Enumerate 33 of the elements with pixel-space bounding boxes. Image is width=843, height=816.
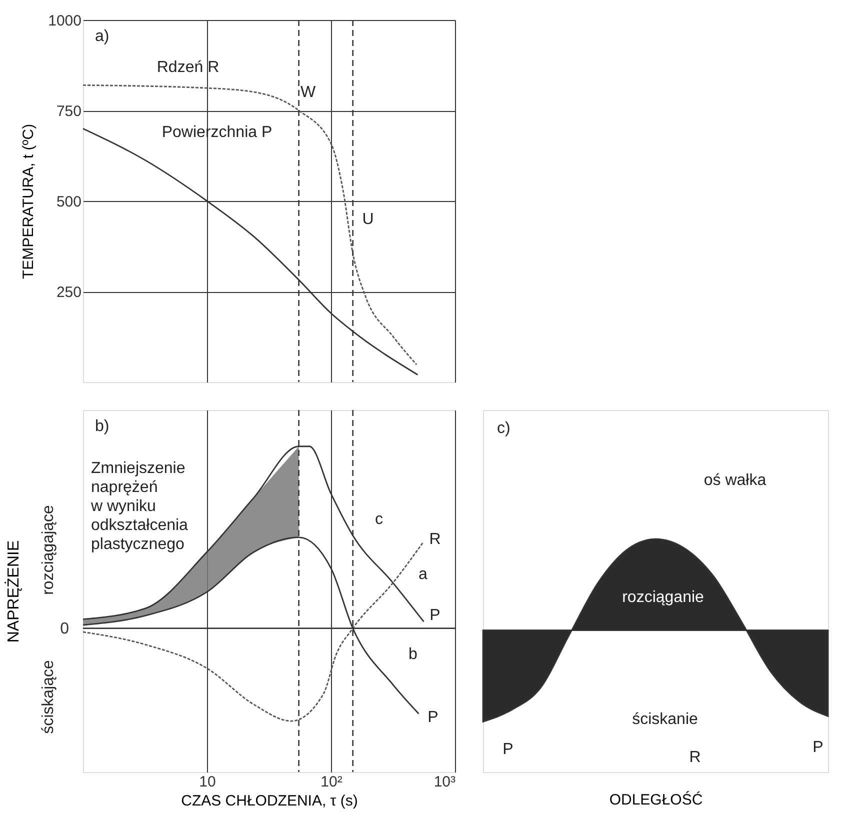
- text: P: [502, 741, 514, 758]
- ref-line-label: 0: [60, 620, 70, 638]
- y-tick-label: 250: [56, 284, 82, 301]
- text: ściskające: [40, 660, 57, 734]
- x-tick-label: 10³: [434, 774, 456, 790]
- annotation: a): [95, 28, 110, 45]
- annotation: b: [408, 646, 418, 663]
- annotation: ściskanie: [632, 711, 698, 728]
- x-axis-title: CZAS CHŁODZENIA, τ (s): [181, 792, 358, 810]
- annotation: a: [418, 566, 428, 583]
- annotation: Zmniejszenie naprężeń w wyniku odkształcenia plastycznego: [90, 460, 188, 553]
- y-tick-label: 500: [56, 194, 82, 210]
- text: R: [689, 749, 701, 766]
- x-axis-title: ODLEGŁOŚĆ: [609, 790, 703, 808]
- annotation: W: [300, 84, 316, 101]
- y-axis-title: NAPRĘŻENIE: [4, 540, 22, 643]
- text: rozciągające: [40, 504, 57, 595]
- y-tick-label: 1000: [48, 12, 82, 30]
- annotation: Rdzeń R: [156, 59, 220, 76]
- annotation: c: [375, 511, 383, 528]
- x-tick-label: 10²: [320, 774, 342, 790]
- annotation: P: [428, 709, 438, 726]
- annotation: U: [362, 211, 374, 228]
- text: b): [95, 418, 110, 435]
- annotation: rozciąganie: [622, 589, 704, 606]
- text: c): [497, 420, 510, 437]
- annotation: R: [429, 531, 441, 548]
- text: oś wałka: [704, 472, 766, 489]
- text: P: [812, 739, 824, 756]
- y-axis-title: TEMPERATURA, t (ºC): [20, 124, 38, 280]
- annotation: P: [430, 607, 440, 624]
- y-tick-label: 750: [56, 103, 82, 120]
- x-tick-label: 10: [199, 774, 216, 790]
